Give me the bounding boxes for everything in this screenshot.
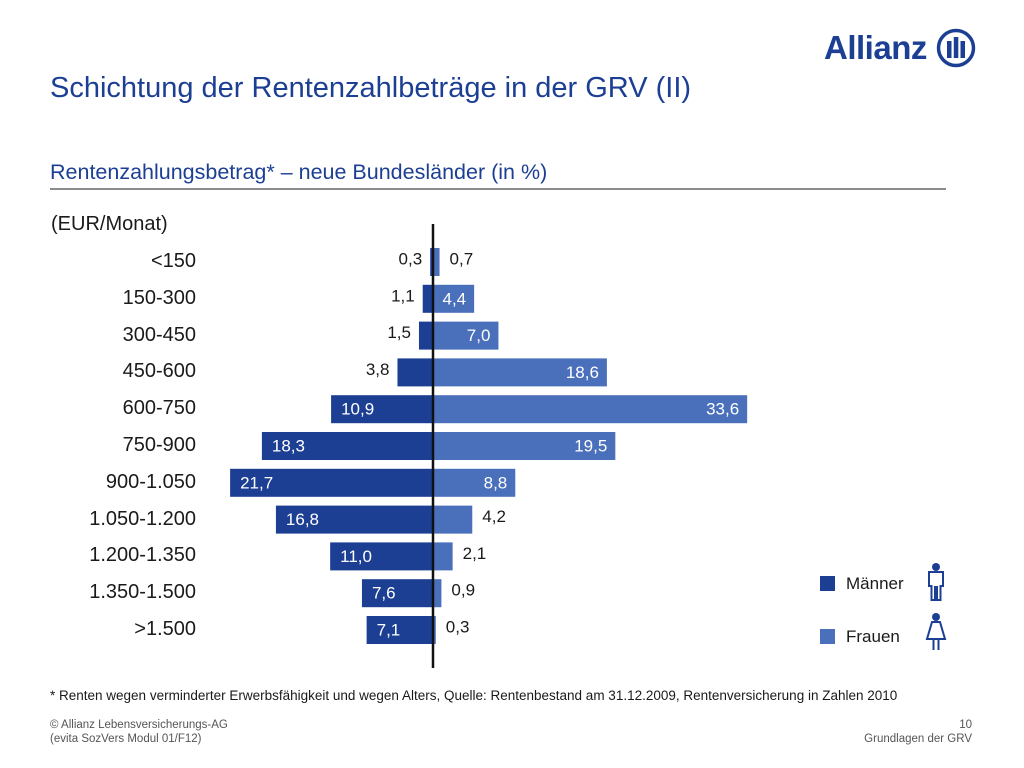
data-label-frauen: 0,7 [450, 249, 474, 268]
page-title: Schichtung der Rentenzahlbeträge in der … [50, 72, 692, 104]
data-label-maenner: 0,3 [399, 249, 423, 268]
data-label-frauen: 0,3 [446, 617, 470, 636]
footer-right: 10 Grundlagen der GRV [864, 718, 972, 746]
bar-maenner [261, 432, 433, 460]
bar-maenner [422, 284, 433, 313]
allianz-logo: Allianz [824, 28, 976, 72]
category-label: 150-300 [122, 286, 196, 309]
data-label-frauen: 0,9 [451, 581, 475, 600]
footnote: * Renten wegen verminderter Erwerbsfähig… [50, 688, 898, 703]
subtitle-divider [50, 188, 946, 190]
bar-frauen [433, 432, 616, 460]
footer-section: Grundlagen der GRV [864, 733, 972, 745]
footer-source: (evita SozVers Modul 01/F12) [50, 733, 202, 745]
data-label-maenner: 16,8 [286, 510, 319, 529]
bar-frauen [433, 395, 748, 424]
allianz-eagle-icon [936, 28, 976, 68]
bar-frauen [433, 616, 436, 644]
category-label: 450-600 [122, 360, 196, 383]
data-label-maenner: 1,5 [387, 323, 411, 342]
category-label: 750-900 [122, 434, 196, 456]
bar-frauen [433, 579, 442, 608]
data-label-maenner: 3,8 [366, 360, 390, 379]
female-person-icon [925, 613, 947, 650]
bar-maenner [330, 542, 433, 571]
logo-text: Allianz [824, 29, 927, 66]
category-label: 1.350-1.500 [89, 581, 196, 604]
data-label-frauen: 4,2 [482, 507, 506, 526]
bar-maenner [275, 505, 433, 534]
data-label-maenner: 7,1 [377, 620, 401, 639]
category-label: >1.500 [134, 618, 196, 640]
legend-label-maenner: Männer [846, 574, 904, 593]
bar-frauen [433, 505, 473, 534]
data-label-frauen: 7,0 [467, 326, 491, 345]
chart-subtitle: Rentenzahlungsbetrag* – neue Bundeslände… [50, 160, 548, 184]
footer-left: © Allianz Lebensversicherungs-AG (evita … [50, 718, 228, 746]
data-label-frauen: 18,6 [566, 363, 599, 382]
data-label-frauen: 8,8 [484, 473, 508, 492]
data-label-frauen: 33,6 [706, 400, 739, 419]
data-label-frauen: 4,4 [442, 289, 466, 308]
data-label-maenner: 10,9 [341, 400, 374, 419]
bar-frauen [433, 468, 516, 497]
category-label: 1.200-1.350 [89, 544, 196, 567]
bar-maenner [430, 248, 433, 276]
bar-frauen [433, 248, 440, 276]
bar-frauen [433, 358, 607, 387]
category-label: 900-1.050 [105, 470, 196, 493]
bar-maenner [361, 579, 433, 608]
category-label: 1.050-1.200 [89, 507, 196, 530]
data-label-frauen: 19,5 [574, 436, 607, 455]
bar-maenner [331, 395, 433, 424]
data-label-frauen: 2,1 [463, 544, 487, 563]
male-person-icon [928, 563, 944, 601]
data-label-maenner: 18,3 [272, 436, 305, 455]
legend-swatch-frauen [820, 629, 835, 644]
data-label-maenner: 1,1 [391, 286, 415, 305]
bar-frauen [433, 542, 453, 571]
category-label: <150 [150, 250, 196, 272]
category-label: 300-450 [122, 323, 196, 346]
bar-maenner [397, 358, 433, 387]
bar-maenner [418, 321, 433, 350]
legend-label-frauen: Frauen [846, 627, 900, 646]
data-label-maenner: 21,7 [240, 473, 273, 492]
page-number: 10 [959, 719, 972, 731]
bar-maenner [366, 616, 433, 644]
bar-frauen [433, 284, 475, 313]
data-label-maenner: 7,6 [372, 584, 396, 603]
legend-swatch-maenner [820, 576, 835, 591]
data-label-maenner: 11,0 [340, 547, 372, 566]
bar-frauen [433, 321, 499, 350]
footer-copyright: © Allianz Lebensversicherungs-AG [50, 719, 228, 731]
category-label: 600-750 [122, 397, 196, 420]
bar-maenner [230, 468, 433, 497]
unit-label: (EUR/Monat) [51, 213, 168, 235]
